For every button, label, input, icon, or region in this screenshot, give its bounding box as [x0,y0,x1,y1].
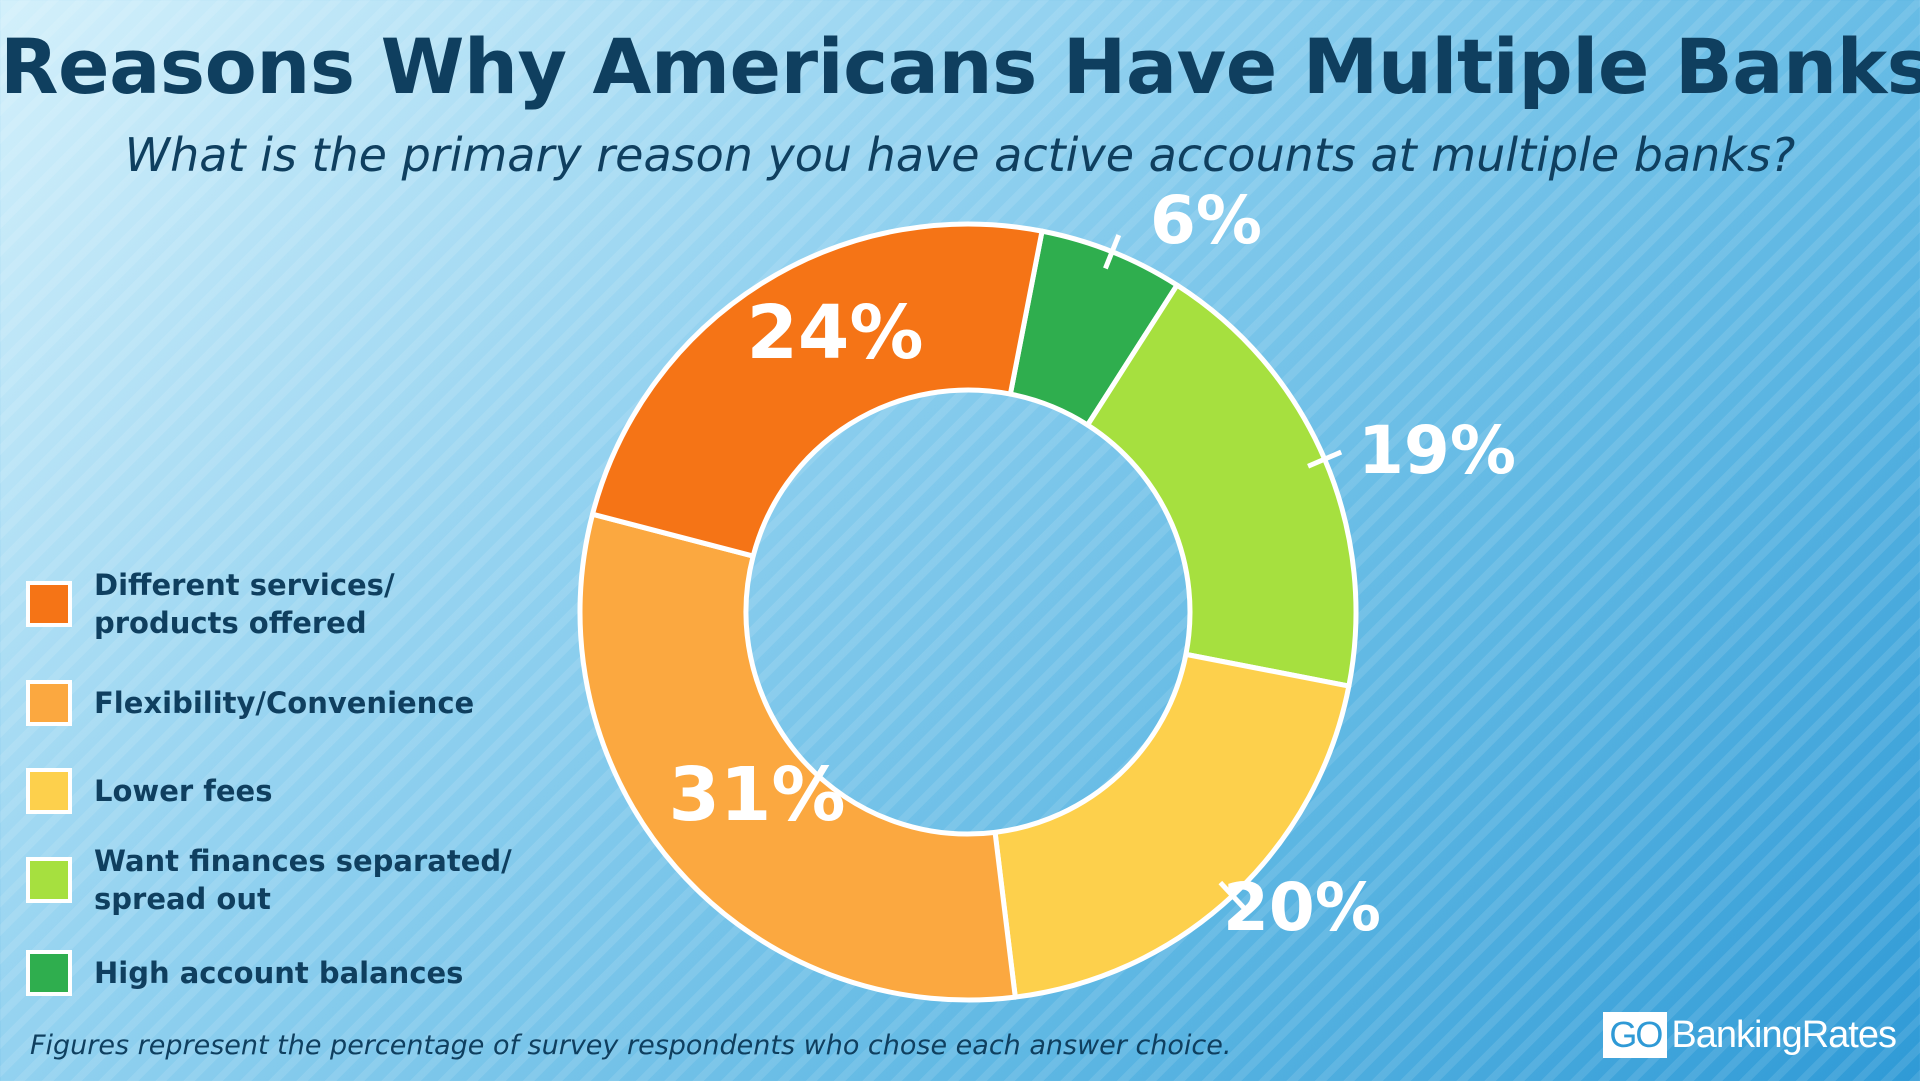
slice-label-tick-want-finances-separated-spread-out [1307,449,1343,469]
legend-item-want-separated: Want finances separated/ spread out [26,842,524,918]
legend-label-line2: products offered [94,606,367,640]
legend-label-high-balances: High account balances [94,956,464,990]
legend-label-line2: spread out [94,882,271,916]
chart-title: Reasons Why Americans Have Multiple Bank… [0,22,1920,111]
legend-item-high-balances: High account balances [26,950,524,996]
slice-value-label-flexibility-convenience: 31% [668,752,845,838]
legend-swatch-flexibility [26,680,72,726]
legend-item-lower-fees: Lower fees [26,768,524,814]
logo-go-mark: GO [1603,1012,1668,1058]
legend-label-line1: Different services/ [94,568,395,602]
legend-label-lower-fees: Lower fees [94,774,273,808]
legend-item-flexibility: Flexibility/Convenience [26,680,524,726]
legend-label-want-separated: Want finances separated/ spread out [94,842,524,918]
donut-slice-flexibility-convenience [577,511,1018,1003]
legend-label-different-services: Different services/ products offered [94,566,524,642]
legend-label-line1: Want finances separated/ [94,844,512,878]
legend-swatch-high-balances [26,950,72,996]
donut-slice-lower-fees [992,651,1352,1000]
legend-item-different-services: Different services/ products offered [26,566,524,642]
legend-swatch-different-services [26,581,72,627]
slice-label-tick-high-account-balances [1103,234,1122,270]
slice-value-label-want-finances-separated-spread-out: 19% [1358,412,1516,489]
slice-value-label-lower-fees: 20% [1223,869,1381,946]
legend-label-flexibility: Flexibility/Convenience [94,686,475,720]
slice-label-tick-lower-fees [1218,880,1247,911]
legend-swatch-want-separated [26,857,72,903]
donut-slice-want-finances-separated-spread-out [1085,282,1359,689]
slice-value-label-different-services-products-offered: 24% [746,290,923,376]
legend-swatch-lower-fees [26,768,72,814]
slice-value-label-high-account-balances: 6% [1150,182,1262,259]
footnote: Figures represent the percentage of surv… [30,1030,1232,1061]
donut-slice-different-services-products-offered [590,221,1045,559]
chart-subtitle: What is the primary reason you have acti… [124,128,1796,182]
gobankingrates-logo: GO BankingRates [1603,1012,1897,1058]
logo-wordmark: BankingRates [1671,1013,1897,1056]
